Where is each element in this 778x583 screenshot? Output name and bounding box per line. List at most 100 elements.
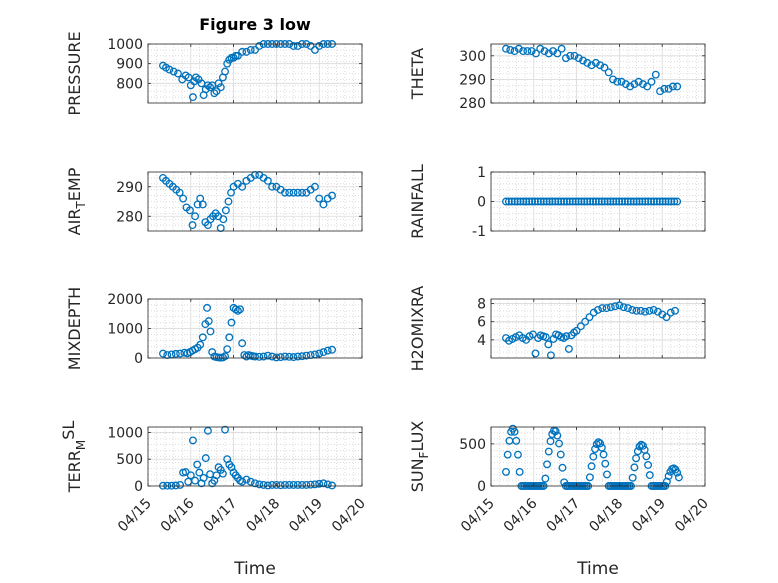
data-point xyxy=(555,439,564,448)
data-point xyxy=(171,349,180,358)
subplot-6: 4 6 8 H2OMIXRA xyxy=(408,286,706,371)
x-tick-label: 04/17 xyxy=(544,496,584,536)
y-tick-label: 0 xyxy=(477,479,486,495)
data-markers xyxy=(502,424,683,490)
data-point xyxy=(583,197,592,206)
data-point xyxy=(611,302,620,311)
data-point xyxy=(560,197,568,206)
data-point xyxy=(199,474,208,482)
data-point xyxy=(513,197,522,206)
data-point xyxy=(671,306,679,315)
major-grid xyxy=(148,44,362,103)
data-point xyxy=(191,476,200,485)
data-point xyxy=(293,188,302,197)
subplot-2: 280 290 300 THETA xyxy=(408,43,706,112)
data-point xyxy=(512,436,521,445)
data-point xyxy=(598,304,607,313)
data-point xyxy=(259,480,268,489)
data-point xyxy=(599,450,608,459)
y-tick-label: 800 xyxy=(116,76,143,92)
data-point xyxy=(281,352,289,361)
data-point xyxy=(238,477,247,486)
data-point xyxy=(519,47,528,56)
data-point xyxy=(224,197,233,206)
y-tick-label: 500 xyxy=(459,437,486,453)
data-point xyxy=(176,349,185,358)
data-point xyxy=(268,352,277,361)
data-point xyxy=(196,340,205,349)
data-point xyxy=(310,182,319,191)
data-point xyxy=(642,452,651,461)
data-point xyxy=(242,47,251,56)
data-point xyxy=(586,197,595,206)
subplot-1: 800 900 1000 PRESSURE Figure 3 low xyxy=(65,15,363,116)
data-point xyxy=(198,200,207,209)
data-point xyxy=(328,481,336,490)
data-point xyxy=(227,318,236,327)
data-point xyxy=(583,58,592,67)
data-point xyxy=(623,197,632,206)
data-point xyxy=(203,426,212,435)
data-point xyxy=(650,197,658,206)
data-point xyxy=(310,45,319,54)
data-point xyxy=(594,305,602,314)
data-point xyxy=(525,197,534,206)
x-tick-label: 04/19 xyxy=(286,496,326,536)
data-point xyxy=(632,454,641,463)
data-point xyxy=(546,437,555,446)
data-point xyxy=(609,197,618,206)
data-point xyxy=(536,44,545,53)
data-point xyxy=(574,197,583,206)
data-point xyxy=(566,51,575,60)
data-point xyxy=(263,481,272,490)
data-point xyxy=(556,450,565,459)
data-point xyxy=(208,348,217,357)
data-point xyxy=(221,67,229,76)
data-point xyxy=(643,82,652,91)
data-point xyxy=(562,197,571,206)
data-point xyxy=(594,438,603,447)
y-tick-label: 0 xyxy=(134,351,143,367)
data-point xyxy=(658,197,667,206)
data-point xyxy=(541,474,550,483)
data-point xyxy=(557,197,566,206)
data-point xyxy=(649,305,658,314)
data-point xyxy=(604,68,613,77)
minor-grid xyxy=(491,172,705,231)
y-tick-label: -1 xyxy=(472,224,486,240)
data-point xyxy=(664,84,673,93)
subplot-4: -1 0 1 RAINFALL xyxy=(408,164,706,240)
subplot-8: 0 500 04/15 04/16 04/17 04/18 04/19 04/20 SUNFLU… xyxy=(408,421,712,579)
data-point xyxy=(626,197,635,206)
data-point xyxy=(612,197,621,206)
data-point xyxy=(285,480,294,489)
data-point xyxy=(528,197,537,206)
data-point xyxy=(186,471,195,480)
data-point xyxy=(636,306,645,315)
data-point xyxy=(621,80,630,89)
data-point xyxy=(587,462,596,471)
data-point xyxy=(315,42,324,50)
data-point xyxy=(568,197,577,206)
data-point xyxy=(673,197,682,206)
data-point xyxy=(206,83,215,92)
data-point xyxy=(319,479,328,488)
data-point xyxy=(221,425,229,434)
data-point xyxy=(276,481,285,490)
data-point xyxy=(516,197,525,206)
data-point xyxy=(191,212,200,221)
data-point xyxy=(188,436,197,445)
data-point xyxy=(323,480,332,489)
data-point xyxy=(546,351,555,360)
data-point xyxy=(635,197,644,206)
data-point xyxy=(673,468,682,477)
data-point xyxy=(171,481,180,490)
data-markers xyxy=(159,425,336,490)
data-point xyxy=(641,307,650,316)
data-point xyxy=(203,303,212,312)
axes-box xyxy=(147,426,363,487)
y-tick-label: 280 xyxy=(116,209,143,225)
data-point xyxy=(233,51,242,60)
data-point xyxy=(602,304,611,313)
data-point xyxy=(628,473,637,482)
